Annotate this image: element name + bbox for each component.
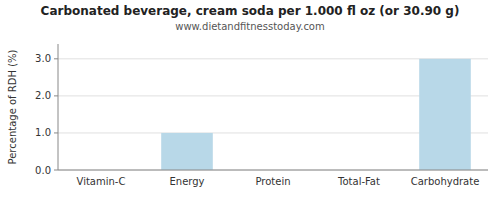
x-tick-label: Total-Fat xyxy=(337,176,380,187)
y-tick xyxy=(54,95,58,96)
y-tick-label: 0.0 xyxy=(35,165,51,176)
x-tick-label: Protein xyxy=(255,176,290,187)
bars xyxy=(161,59,471,170)
y-tick xyxy=(54,170,58,171)
y-axis-label: Percentage of RDH (%) xyxy=(7,49,18,164)
title: Carbonated beverage, cream soda per 1.00… xyxy=(41,4,460,18)
y-tick-label: 3.0 xyxy=(35,53,51,64)
x-tick-label: Energy xyxy=(169,176,204,187)
grid xyxy=(58,59,488,170)
y-tick-label: 2.0 xyxy=(35,90,51,101)
x-tick-label: Vitamin-C xyxy=(77,176,126,187)
y-axis-line xyxy=(58,44,59,170)
x-tick-label: Carbohydrate xyxy=(411,176,480,187)
bar xyxy=(161,133,213,170)
chart-svg: Carbonated beverage, cream soda per 1.00… xyxy=(0,0,500,200)
chart-container: Carbonated beverage, cream soda per 1.00… xyxy=(0,0,500,200)
y-tick-label: 1.0 xyxy=(35,127,51,138)
subtitle: www.dietandfitnesstoday.com xyxy=(175,21,324,32)
x-axis-line xyxy=(58,170,488,171)
bar xyxy=(419,59,471,170)
y-tick xyxy=(54,132,58,133)
grid-line xyxy=(58,170,488,171)
y-tick xyxy=(54,58,58,59)
